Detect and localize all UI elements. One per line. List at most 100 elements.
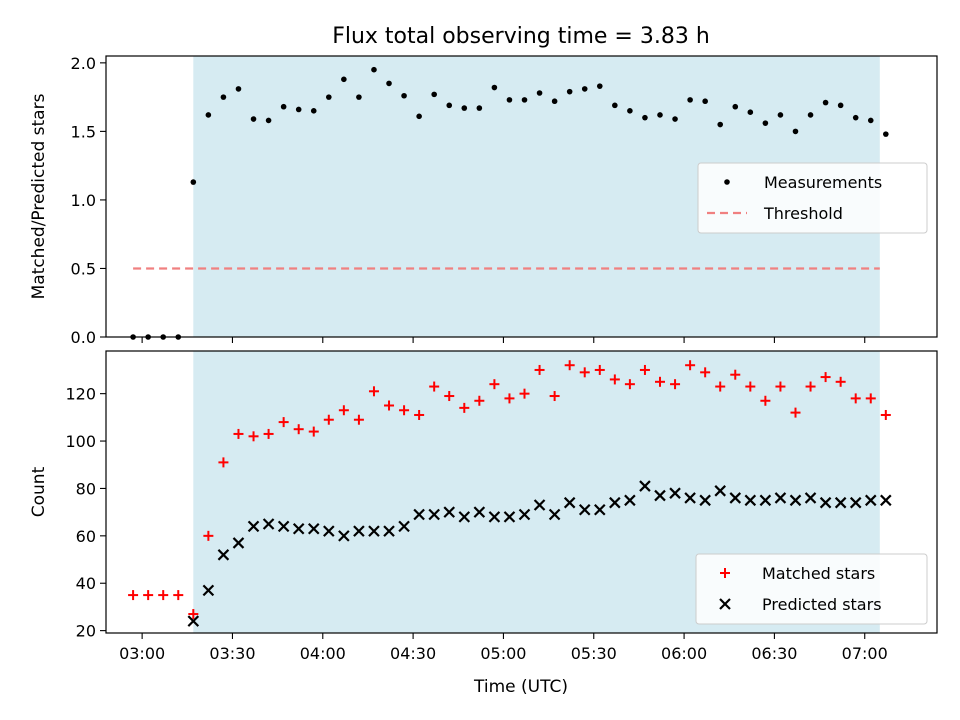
matched-stars-point: [368, 386, 379, 397]
matched-stars-point: [308, 426, 319, 437]
bottom-y-axis-ticks: 20 40 60 80 100 120: [65, 385, 106, 641]
matched-stars-point: [805, 381, 816, 392]
predicted-stars-point: [654, 489, 666, 502]
bottom-y-axis-label: Count: [29, 466, 49, 517]
legend-marker-plus: [720, 568, 730, 578]
matched-stars-point: [534, 364, 545, 375]
predicted-stars-point: [338, 530, 350, 542]
measurement-point: [762, 120, 769, 126]
measurement-point: [250, 116, 257, 122]
bottom-axes-frame: [105, 350, 938, 634]
predicted-stars-point: [428, 508, 440, 521]
matched-stars-point: [564, 360, 575, 371]
top-y-tick-label: 1.0: [71, 191, 96, 210]
measurement-point: [461, 105, 468, 111]
matched-stars-point: [203, 530, 214, 541]
measurement-point: [190, 179, 197, 185]
matched-stars-point: [323, 414, 334, 425]
matched-stars-point: [233, 428, 244, 439]
top-y-tick-label: 0.5: [71, 259, 96, 278]
top-x-axis-ticks: [141, 337, 866, 343]
predicted-stars-point: [187, 615, 200, 627]
top-axes-frame: [105, 55, 938, 338]
predicted-stars-point: [578, 503, 591, 516]
legend-label: Threshold: [763, 204, 843, 223]
predicted-stars-point: [247, 520, 260, 533]
predicted-stars-point: [533, 499, 546, 511]
matched-stars-point: [880, 409, 891, 420]
measurement-point: [295, 106, 302, 113]
measurement-point: [717, 121, 724, 128]
measurement-point: [551, 98, 558, 105]
measurement-point: [356, 94, 362, 100]
predicted-stars-point: [458, 511, 471, 523]
matched-stars-point: [865, 393, 876, 404]
chart-title: Flux total observing time = 3.83 h: [332, 24, 710, 49]
predicted-stars-point: [744, 494, 757, 507]
bottom-panel: 20 40 60 80 100 120 03:00 03:30 04:00 04:30 05:00…: [29, 350, 938, 663]
predicted-stars-point: [383, 525, 395, 537]
top-y-tick-label: 1.5: [71, 122, 96, 141]
matched-stars-point: [579, 367, 590, 378]
matched-stars-point: [218, 457, 229, 468]
predicted-stars-point: [819, 496, 832, 509]
matched-stars-point: [444, 391, 455, 402]
matched-stars-point: [850, 393, 861, 404]
predicted-stars-point: [368, 525, 380, 537]
matched-stars-point: [790, 407, 801, 418]
matched-stars-point: [549, 391, 560, 402]
predicted-stars-point: [864, 494, 877, 507]
measurement-point: [205, 112, 212, 118]
matched-stars-point: [474, 395, 485, 406]
legend-marker-dot: [724, 179, 730, 185]
matched-stars-point: [338, 405, 349, 416]
predicted-stars-point: [594, 503, 606, 516]
bottom-legend: Matched stars Predicted stars: [695, 553, 928, 625]
bottom-y-tick-label: 40: [76, 574, 96, 593]
predicted-stars-point: [277, 520, 290, 533]
predicted-stars-point: [488, 511, 501, 523]
top-y-tick-label: 0.0: [71, 328, 96, 347]
matched-stars-point: [128, 590, 139, 601]
measurement-point: [566, 88, 573, 95]
matched-stars-point: [263, 428, 274, 439]
measurement-point: [883, 131, 889, 137]
predicted-stars-point: [217, 549, 230, 561]
x-axis-label: Time (UTC): [473, 677, 568, 697]
bottom-x-axis-ticks: 03:00 03:30 04:00 04:30 05:00 05:30 06:00 06:30…: [119, 633, 888, 663]
measurement-point: [852, 114, 859, 121]
predicted-stars-point: [232, 537, 245, 549]
measurement-point: [627, 108, 633, 114]
measurement-point: [491, 84, 498, 91]
matched-stars-point: [760, 395, 771, 406]
measurement-point: [326, 94, 332, 100]
matched-stars-point: [745, 381, 756, 392]
predicted-stars-point: [639, 480, 651, 492]
predicted-stars-series: [187, 480, 892, 627]
predicted-stars-point: [729, 492, 742, 504]
legend-label: Matched stars: [762, 564, 875, 583]
measurement-point: [536, 90, 543, 96]
measurement-point: [220, 94, 227, 100]
matched-stars-series: [128, 360, 891, 620]
predicted-stars-point: [503, 511, 516, 523]
predicted-stars-point: [307, 522, 320, 535]
bottom-y-tick-label: 20: [76, 622, 96, 641]
measurement-point: [371, 66, 377, 73]
top-y-axis-label: Matched/Predicted stars: [29, 93, 49, 299]
matched-stars-point: [399, 405, 410, 416]
measurement-point: [732, 103, 739, 110]
measurement-point: [310, 108, 317, 114]
x-tick-label: 03:30: [209, 644, 255, 663]
measurement-point: [657, 112, 663, 118]
matched-stars-point: [158, 590, 169, 601]
measurement-point: [431, 91, 437, 98]
predicted-stars-point: [669, 487, 681, 499]
top-legend: Measurements Threshold: [697, 162, 928, 234]
measurement-point: [521, 97, 528, 103]
measurement-point: [672, 116, 678, 122]
measurement-point: [416, 113, 422, 120]
predicted-stars-point: [804, 492, 817, 504]
measurement-point: [702, 98, 708, 105]
